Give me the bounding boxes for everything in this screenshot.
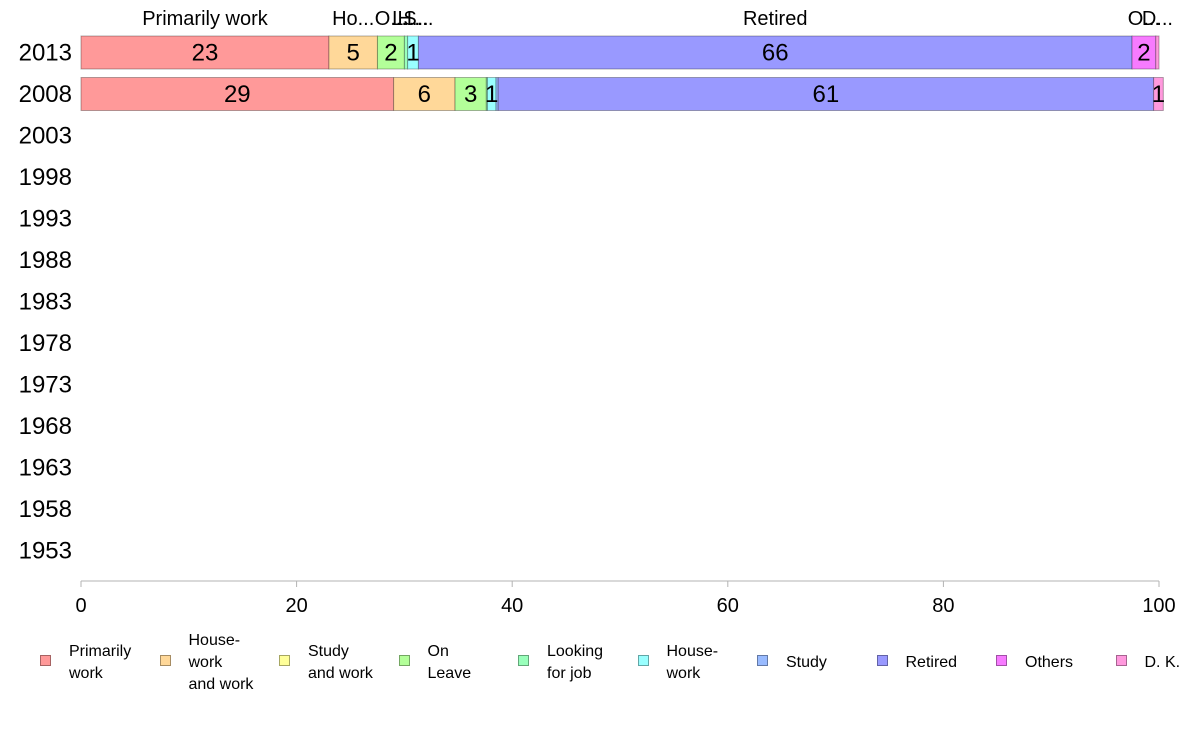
x-axis: 0 20 40 60 80 100 [75, 580, 1176, 617]
legend-item-study: Study [757, 634, 827, 674]
bar-value-label: 3 [464, 81, 477, 108]
bar-value-label: 1 [1152, 81, 1165, 108]
y-tick-label-1998: 1998 [19, 164, 72, 191]
legend-label: Primarily work [69, 643, 132, 682]
bar-value-label: 61 [813, 81, 840, 108]
legend-item-retired: Retired [876, 634, 958, 674]
legend-label: Study [786, 654, 827, 671]
top-label-study: S... [403, 8, 433, 30]
bar-value-label: 2 [384, 40, 397, 67]
legend-swatch [40, 655, 51, 666]
bar-2013-d-k- [1155, 35, 1160, 70]
top-label-house-work-and-work: Ho... [332, 8, 374, 30]
legend-label: On Leave [427, 643, 472, 682]
top-label-d-k-: D... [1142, 8, 1173, 30]
top-label-primarily-work: Primarily work [142, 8, 269, 30]
legend-swatch [876, 655, 888, 666]
bar-2008-primarily-work [80, 77, 395, 111]
legend-item-others: Others [996, 634, 1073, 674]
bar-2013-on-leave [376, 35, 405, 70]
legend-swatch [159, 655, 171, 666]
legend-item-house-work-and-work: House- work and work [159, 632, 253, 696]
x-tick-label: 40 [501, 595, 523, 617]
legend-swatch [518, 655, 529, 666]
y-tick-label-2008: 2008 [19, 81, 72, 108]
legend-item-on-leave: On Leave [398, 634, 472, 685]
y-axis-labels: 2013 2008 2003 1998 1993 1988 1983 1978 1973 1968… [19, 40, 72, 565]
x-tick-label: 100 [1142, 595, 1175, 617]
y-tick-label-1968: 1968 [19, 413, 72, 440]
bar-value-label: 5 [347, 40, 360, 67]
y-tick-label-1958: 1958 [19, 496, 72, 523]
top-category-labels: Primarily work Ho... O...L...H...S... Retir… [142, 8, 1173, 30]
legend-swatch [637, 655, 649, 666]
legend-swatch [398, 655, 410, 666]
y-tick-label-2003: 2003 [19, 123, 72, 150]
x-tick-label: 60 [717, 595, 739, 617]
bar-2013-retired [417, 35, 1133, 70]
top-label-others: O... [1128, 8, 1160, 30]
legend-label: House- work and work [188, 632, 254, 693]
bar-value-label: 29 [224, 81, 251, 108]
legend-item-looking-for-job: Looking for job [518, 634, 603, 685]
top-label-on-leave: O... [375, 8, 407, 30]
legend-item-house-work: House- work [637, 634, 719, 685]
legend-item-study-and-work: Study and work [279, 634, 373, 685]
x-tick-label: 0 [75, 595, 86, 617]
y-tick-label-1963: 1963 [19, 455, 72, 482]
bar-value-label: 1 [406, 40, 419, 67]
bars-group [80, 35, 1164, 111]
legend-label: D. K. [1144, 654, 1181, 671]
y-tick-label-1993: 1993 [19, 206, 72, 233]
top-label-looking-for-job: L... [392, 8, 420, 30]
bar-value-label: 2 [1137, 40, 1150, 67]
legend-label: Others [1025, 654, 1074, 671]
legend-label: Retired [905, 654, 958, 671]
legend-item-d-k-: D. K. [1115, 634, 1181, 674]
bar-2008-d-k- [1153, 77, 1164, 111]
y-tick-label-1978: 1978 [19, 330, 72, 357]
bar-value-label: 66 [762, 40, 789, 67]
legend-item-primarily-work: Primarily work [40, 634, 131, 685]
legend-label: House- work [666, 643, 719, 682]
y-tick-label-1988: 1988 [19, 247, 72, 274]
legend-label: Looking for job [547, 643, 604, 682]
bar-2008-on-leave [454, 77, 487, 111]
y-tick-label-1953: 1953 [19, 538, 72, 565]
chart-legend: Primarily work House- work and work Study … [40, 632, 1188, 696]
bar-2008-retired [497, 77, 1155, 111]
legend-swatch [1115, 655, 1127, 666]
y-tick-label-1973: 1973 [19, 372, 72, 399]
bar-2013-house-work-and-work [328, 35, 378, 70]
bar-value-labels: 23 5 2 1 66 229 6 3 1 61 1 [192, 40, 1166, 109]
legend-swatch [996, 655, 1007, 666]
x-tick-label: 80 [932, 595, 954, 617]
bar-2008-house-work-and-work [393, 77, 456, 111]
legend-swatch [757, 655, 768, 666]
bar-value-label: 6 [418, 81, 431, 108]
stacked-bar-chart: Primarily work Ho... O...L...H...S... Retir… [19, 8, 1176, 617]
y-tick-label-2013: 2013 [19, 40, 72, 67]
x-tick-label: 20 [285, 595, 307, 617]
legend-label: Study and work [308, 643, 373, 682]
top-label-house-work: H... [397, 8, 428, 30]
y-tick-label-1983: 1983 [19, 289, 72, 316]
bar-value-label: 23 [192, 40, 219, 67]
bar-value-label: 1 [485, 81, 498, 108]
legend-swatch [279, 655, 290, 666]
top-label-retired: Retired [743, 8, 807, 30]
